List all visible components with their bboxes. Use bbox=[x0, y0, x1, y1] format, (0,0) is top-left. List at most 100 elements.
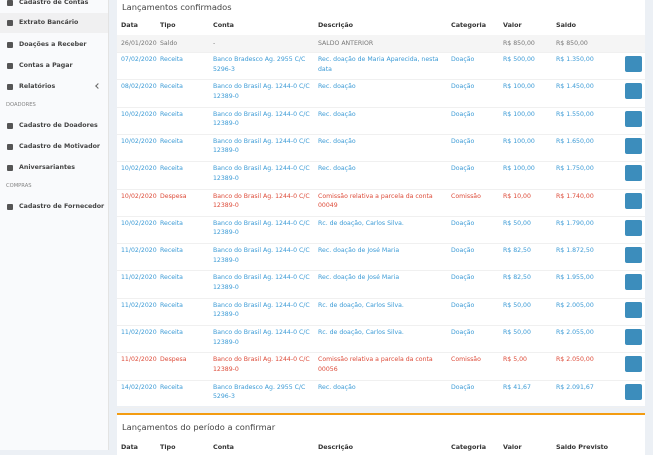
table-cell: Receita bbox=[160, 110, 183, 118]
table-cell: R$ 500,00 bbox=[503, 56, 535, 63]
menu-item[interactable]: Cadastro de Doadores bbox=[0, 116, 108, 136]
table-cell: 10/02/2020 bbox=[121, 165, 157, 173]
column-header: Tipo bbox=[160, 21, 176, 29]
menu-icon bbox=[7, 144, 13, 150]
table-cell: Rec. doação de José Maria bbox=[318, 274, 400, 282]
table-cell: R$ 850,00 bbox=[503, 40, 535, 47]
table-cell: 08/02/2020 bbox=[121, 83, 157, 91]
detail-button[interactable] bbox=[625, 56, 642, 72]
menu-item[interactable]: Contas a Pagar bbox=[0, 56, 108, 76]
table-cell: Banco do Brasil Ag. 1244-0 C/C 12389-0 bbox=[213, 301, 310, 319]
table-cell: R$ 1.650,00 bbox=[556, 137, 594, 145]
table-cell: Comissão relativa a parcela da conta 000… bbox=[318, 192, 433, 210]
detail-button[interactable] bbox=[625, 219, 642, 236]
table-cell: R$ 100,00 bbox=[503, 83, 535, 91]
detail-button[interactable] bbox=[625, 165, 642, 182]
row-separator bbox=[117, 352, 645, 354]
table-cell: 11/02/2020 bbox=[121, 329, 157, 336]
table-cell: - bbox=[213, 40, 216, 47]
table-cell: R$ 1.750,00 bbox=[556, 165, 594, 173]
column-header: Categoria bbox=[451, 21, 487, 29]
row-separator bbox=[117, 297, 645, 299]
menu-label: Cadastro de Fornecedor bbox=[19, 203, 105, 210]
column-header: Categoria bbox=[451, 443, 487, 451]
table-cell: R$ 50,00 bbox=[503, 301, 531, 309]
menu-item[interactable]: Cadastro de Fornecedor bbox=[0, 197, 108, 217]
column-header: Conta bbox=[213, 443, 234, 451]
table-cell: Rc. de doação, Carlos Silva. bbox=[318, 301, 404, 309]
detail-button[interactable] bbox=[625, 383, 642, 400]
detail-button[interactable] bbox=[625, 247, 642, 264]
menu-item[interactable]: Extrato Bancário bbox=[0, 13, 108, 33]
table-cell: Rec. doação bbox=[318, 110, 356, 118]
table-cell: Receita bbox=[160, 383, 183, 391]
menu-label: Aniversariantes bbox=[19, 164, 76, 171]
menu-item[interactable]: Cadastro de Motivador bbox=[0, 137, 108, 157]
table-cell: R$ 850,00 bbox=[556, 40, 588, 47]
detail-button[interactable] bbox=[625, 83, 642, 100]
row-separator bbox=[117, 325, 645, 326]
column-header: Conta bbox=[213, 21, 234, 29]
menu-item[interactable]: Cadastro de Contas bbox=[0, 0, 108, 13]
section-label: COMPRAS bbox=[6, 183, 32, 189]
column-header: Data bbox=[121, 21, 138, 29]
table-cell: Banco do Brasil Ag. 1244-0 C/C 12389-0 bbox=[213, 356, 310, 373]
menu-icon bbox=[7, 63, 13, 69]
table-cell: 11/02/2020 bbox=[121, 356, 157, 364]
table-cell: R$ 41,67 bbox=[503, 383, 531, 391]
row-background bbox=[117, 35, 645, 52]
column-header: Valor bbox=[503, 21, 522, 29]
table-cell: 07/02/2020 bbox=[121, 56, 157, 63]
table-cell: Banco do Brasil Ag. 1244-0 C/C 12389-0 bbox=[213, 192, 310, 210]
table-cell: Doação bbox=[451, 137, 475, 145]
menu-icon bbox=[7, 204, 13, 210]
table-cell: Doação bbox=[451, 274, 475, 282]
table-cell: R$ 100,00 bbox=[503, 110, 535, 118]
detail-button[interactable] bbox=[625, 356, 642, 373]
detail-button[interactable] bbox=[625, 137, 642, 154]
table-cell: Banco do Brasil Ag. 1244-0 C/C 12389-0 bbox=[213, 329, 310, 346]
table-cell: 26/01/2020 bbox=[121, 40, 157, 47]
menu-item[interactable]: Aniversariantes bbox=[0, 158, 108, 178]
table-cell: 14/02/2020 bbox=[121, 383, 157, 391]
table-cell: R$ 2.050,00 bbox=[556, 356, 594, 364]
detail-button[interactable] bbox=[625, 274, 642, 291]
table-cell: Doação bbox=[451, 383, 475, 391]
table-cell: R$ 1.790,00 bbox=[556, 219, 594, 227]
table-cell: Banco do Brasil Ag. 1244-0 C/C 12389-0 bbox=[213, 110, 310, 128]
menu-label: Cadastro de Motivador bbox=[19, 143, 101, 150]
table-cell: Receita bbox=[160, 165, 183, 173]
table-cell: Rec. doação bbox=[318, 383, 356, 391]
menu-label: Extrato Bancário bbox=[19, 19, 79, 26]
table-cell: R$ 1.550,00 bbox=[556, 110, 594, 118]
table-cell: Receita bbox=[160, 247, 183, 255]
menu-icon bbox=[7, 20, 13, 26]
menu-item[interactable]: Relatórios bbox=[0, 77, 108, 97]
detail-button[interactable] bbox=[625, 110, 642, 127]
menu-item[interactable]: Doações a Receber bbox=[0, 35, 108, 55]
table-cell: 11/02/2020 bbox=[121, 274, 157, 282]
table-cell: R$ 1.740,00 bbox=[556, 192, 594, 200]
row-separator bbox=[117, 379, 645, 381]
detail-button[interactable] bbox=[625, 192, 642, 209]
card-title: Lançamentos do período a confirmar bbox=[122, 422, 276, 432]
table-cell: SALDO ANTERIOR bbox=[318, 40, 374, 47]
table-cell: Banco do Brasil Ag. 1244-0 C/C 12389-0 bbox=[213, 274, 310, 291]
menu-icon bbox=[7, 0, 13, 6]
menu-label: Contas a Pagar bbox=[19, 62, 73, 69]
table-cell: 11/02/2020 bbox=[121, 301, 157, 309]
row-separator bbox=[117, 243, 645, 245]
card-title: Lançamentos confirmados bbox=[122, 2, 232, 12]
table-cell: Doação bbox=[451, 247, 475, 255]
table-cell: Rc. de doação, Carlos Silva. bbox=[318, 219, 404, 227]
table-cell: Doação bbox=[451, 301, 475, 309]
row-separator bbox=[117, 406, 645, 408]
section-label: DOADORES bbox=[6, 102, 36, 108]
menu-icon bbox=[7, 165, 13, 171]
detail-button[interactable] bbox=[625, 301, 642, 318]
detail-button[interactable] bbox=[625, 329, 642, 345]
table-cell: 10/02/2020 bbox=[121, 219, 157, 227]
row-separator bbox=[117, 270, 645, 272]
menu-icon bbox=[7, 84, 13, 90]
table-cell: Banco do Brasil Ag. 1244-0 C/C 12389-0 bbox=[213, 137, 310, 155]
